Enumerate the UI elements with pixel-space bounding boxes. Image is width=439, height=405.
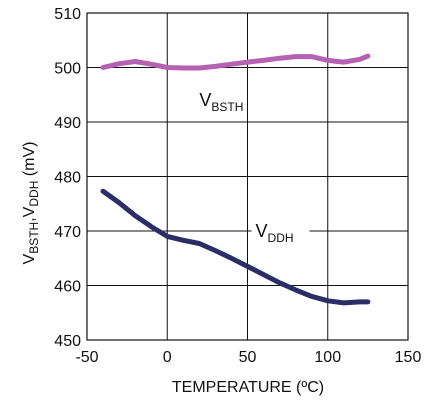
y-axis-title-sep: ,V <box>21 206 38 221</box>
y-tick-label: 480 <box>54 170 81 187</box>
y-axis-title: VBSTH,VDDH (mV) <box>21 142 41 265</box>
grid <box>86 12 409 341</box>
x-tick-label: 100 <box>314 349 341 366</box>
x-axis-title: TEMPERATURE (ºC) <box>172 379 324 396</box>
series-label-main: V <box>199 90 211 110</box>
x-tick-label: 50 <box>239 349 257 366</box>
y-tick-label: 490 <box>54 115 81 132</box>
y-axis-title-sub2: DDH <box>27 181 41 207</box>
x-tick-label: -50 <box>75 349 98 366</box>
label-backdrop <box>251 219 310 246</box>
y-tick-label: 510 <box>54 6 81 23</box>
series-line-vddh <box>100 188 371 306</box>
series-label-sub: DDH <box>268 231 294 245</box>
tick-labels: -50 0 50 100 150 450 460 470 480 490 500 510 <box>54 6 421 366</box>
y-axis-title-sub1: BSTH <box>27 222 41 254</box>
x-tick-label: 0 <box>163 349 172 366</box>
series-label-vddh: VDDH <box>256 221 294 245</box>
y-axis-title-v1: V <box>21 253 38 264</box>
plot-frame <box>86 12 409 341</box>
series-label-vbsth: VBSTH <box>199 90 243 114</box>
y-tick-label: 470 <box>54 224 81 241</box>
series-line-vbsth <box>100 53 371 71</box>
series-label-sub: BSTH <box>211 100 243 114</box>
y-tick-label: 450 <box>54 333 81 350</box>
y-axis-title-tail: (mV) <box>21 142 38 181</box>
series-label-main: V <box>256 221 268 241</box>
y-tick-label: 500 <box>54 61 81 78</box>
series-lines <box>100 53 371 306</box>
x-tick-label: 150 <box>395 349 422 366</box>
y-tick-label: 460 <box>54 279 81 296</box>
